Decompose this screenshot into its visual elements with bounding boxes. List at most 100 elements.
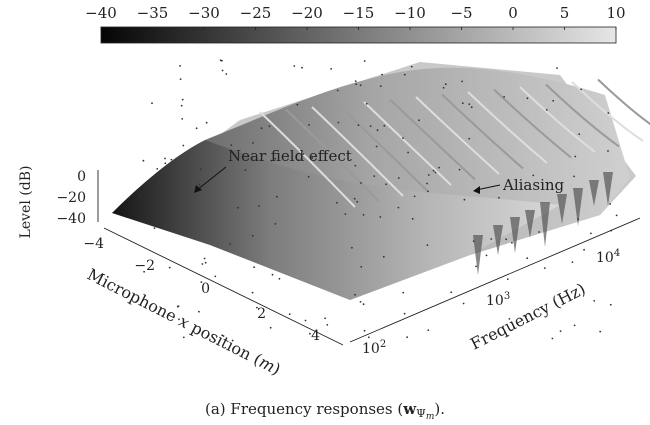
grid-dot bbox=[296, 103, 299, 106]
grid-dot bbox=[383, 124, 386, 127]
grid-dot bbox=[230, 144, 233, 147]
surface-ridge bbox=[597, 78, 650, 126]
grid-dot bbox=[607, 150, 609, 152]
aliasing-spike bbox=[510, 217, 520, 253]
grid-dot bbox=[269, 326, 272, 329]
grid-dot bbox=[221, 59, 223, 62]
grid-dot bbox=[363, 60, 366, 62]
grid-dot bbox=[426, 244, 429, 247]
grid-dot bbox=[362, 214, 365, 216]
surface-ridge bbox=[441, 93, 524, 170]
grid-dot bbox=[260, 127, 263, 130]
grid-dot bbox=[403, 312, 406, 315]
grid-dot bbox=[551, 337, 554, 340]
grid-dot bbox=[168, 266, 171, 269]
grid-dot bbox=[268, 125, 271, 128]
grid-dot bbox=[432, 169, 435, 172]
grid-dot bbox=[355, 83, 358, 85]
x-tick-label: 4 bbox=[311, 328, 320, 344]
z-tick-label: −40 bbox=[56, 211, 86, 227]
aliasing-spikes bbox=[473, 172, 613, 275]
grid-dot bbox=[337, 121, 340, 124]
surface-plot bbox=[112, 59, 650, 340]
grid-dot bbox=[463, 198, 466, 201]
grid-dot bbox=[360, 182, 362, 184]
grid-dot bbox=[369, 125, 372, 127]
grid-dot bbox=[578, 133, 581, 136]
grid-dot bbox=[403, 73, 406, 76]
y-tick-label: 104 bbox=[596, 248, 620, 266]
grid-dot bbox=[324, 317, 326, 320]
grid-dot bbox=[274, 223, 277, 225]
grid-dot bbox=[461, 102, 464, 105]
grid-dot bbox=[330, 68, 332, 70]
grid-dot bbox=[162, 174, 165, 177]
grid-dot bbox=[301, 66, 303, 69]
surface-ridge bbox=[363, 101, 452, 186]
grid-dot bbox=[490, 238, 493, 240]
grid-dot bbox=[503, 96, 505, 98]
grid-dot bbox=[181, 98, 184, 101]
grid-dot bbox=[309, 332, 311, 335]
grid-dot bbox=[354, 80, 357, 82]
grid-dot bbox=[382, 255, 385, 258]
surface-ridge bbox=[545, 83, 620, 148]
z-tick-label: −20 bbox=[56, 190, 86, 206]
grid-dot bbox=[237, 206, 240, 209]
grid-dot bbox=[593, 300, 596, 302]
grid-dot bbox=[590, 232, 592, 235]
colorbar-ticks: −40 −35 −30 −25 −20 −15 −10 −5 0 5 10 bbox=[85, 4, 626, 30]
colorbar-tick-label: −15 bbox=[343, 4, 375, 22]
grid-dot bbox=[139, 195, 142, 198]
grid-dot bbox=[205, 121, 208, 124]
grid-dot bbox=[164, 162, 167, 165]
surface-ridge-lines bbox=[259, 78, 650, 208]
aliasing-spike bbox=[540, 202, 550, 247]
surface-ridge bbox=[415, 96, 500, 175]
colorbar-tick-label: −25 bbox=[240, 4, 272, 22]
grid-dot bbox=[222, 335, 225, 337]
surface-ridge bbox=[337, 103, 428, 192]
grid-dot bbox=[251, 234, 254, 237]
grid-dot bbox=[203, 257, 206, 260]
grid-dot bbox=[178, 318, 180, 321]
z-axis: 0 −20 −40 Level (dB) bbox=[18, 166, 99, 238]
grid-dot bbox=[508, 318, 511, 320]
grid-dot bbox=[221, 69, 224, 72]
grid-dot bbox=[225, 73, 228, 75]
grid-dot bbox=[402, 137, 404, 140]
grid-dot bbox=[442, 86, 445, 89]
grid-dot bbox=[438, 166, 440, 169]
surface-ridge bbox=[467, 91, 548, 164]
aliasing-spike bbox=[573, 188, 583, 226]
grid-dot bbox=[326, 324, 329, 326]
grid-dot bbox=[418, 119, 420, 122]
grid-dot bbox=[609, 203, 612, 205]
grid-dot bbox=[307, 175, 310, 178]
aliasing-spike bbox=[603, 172, 613, 206]
grid-dot bbox=[545, 109, 548, 111]
grid-dot bbox=[506, 278, 509, 280]
surface-ridge bbox=[571, 81, 644, 142]
grid-dot bbox=[559, 330, 562, 332]
figure-caption: (a) Frequency responses (wΨm). bbox=[205, 400, 445, 422]
grid-dot bbox=[397, 206, 400, 209]
grid-dot bbox=[201, 263, 204, 265]
grid-dot bbox=[258, 205, 260, 208]
grid-dot bbox=[198, 183, 201, 186]
aliasing-spike bbox=[589, 180, 599, 206]
grid-dot bbox=[485, 254, 488, 257]
grid-dot bbox=[244, 169, 247, 172]
grid-dot bbox=[434, 171, 437, 174]
grid-dot bbox=[407, 151, 409, 154]
colorbar-tick-label: −40 bbox=[85, 4, 117, 22]
y-tick-label: 102 bbox=[362, 339, 386, 357]
aliasing-spike bbox=[473, 235, 483, 275]
colorbar-tick-label: −10 bbox=[394, 4, 426, 22]
grid-dot bbox=[214, 275, 217, 278]
grid-dot bbox=[293, 65, 296, 67]
grid-dot bbox=[276, 195, 278, 198]
arrow-head bbox=[194, 185, 202, 193]
annotation-near-field: Near field effect bbox=[194, 147, 352, 193]
grid-dot bbox=[607, 112, 610, 114]
